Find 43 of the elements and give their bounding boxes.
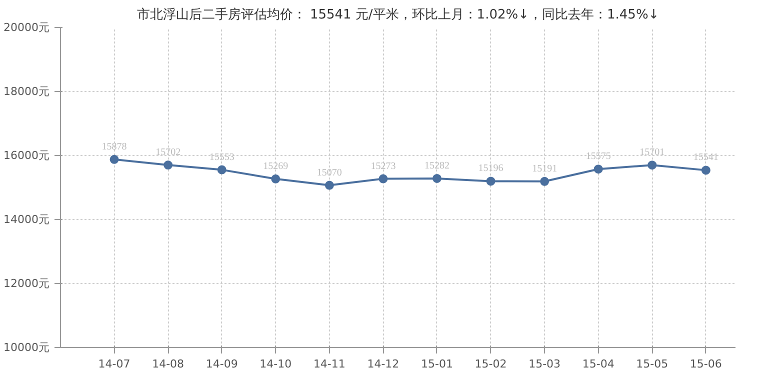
x-tick-label: 15-02 [474, 358, 507, 370]
x-tick-label: 14-10 [260, 358, 292, 370]
point [164, 160, 173, 170]
x-tick-label: 15-04 [582, 358, 614, 370]
point [594, 164, 603, 174]
data-label: 15273 [370, 160, 396, 172]
x-tick-label: 15-03 [528, 358, 561, 370]
point [486, 176, 496, 186]
data-label: 15070 [316, 167, 342, 178]
x-tick-label: 14-07 [98, 358, 130, 370]
point [540, 176, 550, 186]
data-label: 15282 [424, 160, 450, 172]
data-label: 15553 [209, 152, 234, 163]
point [648, 160, 657, 170]
x-tick-label: 14-11 [313, 358, 346, 370]
point [701, 166, 710, 175]
y-tick-label: 12000元 [4, 277, 50, 290]
point [378, 174, 388, 184]
y-tick-label: 10000元 [4, 341, 50, 354]
y-tick-label: 14000元 [4, 213, 50, 226]
y-tick-label: 16000元 [4, 149, 50, 162]
point [110, 154, 119, 164]
y-tick-label: 20000元 [4, 21, 50, 34]
point [271, 174, 280, 184]
point [217, 165, 226, 174]
point [432, 174, 442, 183]
x-tick-label: 15-05 [636, 358, 668, 370]
x-tick-label: 15-01 [421, 358, 453, 370]
chart-title: 市北浮山后二手房评估均价： 15541 元/平米，环比上月：1.02%↓，同比去年：1.45%↓ [136, 6, 660, 22]
x-tick-label: 15-06 [690, 358, 722, 370]
data-label: 15541 [693, 152, 718, 164]
x-tick-label: 14-09 [206, 358, 238, 370]
data-label: 15196 [478, 163, 504, 174]
x-tick-label: 14-12 [367, 358, 400, 370]
data-label: 15269 [263, 160, 288, 172]
point [324, 180, 334, 190]
data-label: 15878 [102, 141, 127, 152]
data-label: 15702 [156, 147, 181, 158]
data-label: 15575 [586, 151, 611, 162]
y-tick-label: 18000元 [4, 85, 50, 98]
data-label: 15701 [640, 147, 665, 158]
x-tick-label: 14-08 [152, 358, 184, 370]
data-label: 15191 [532, 163, 558, 174]
